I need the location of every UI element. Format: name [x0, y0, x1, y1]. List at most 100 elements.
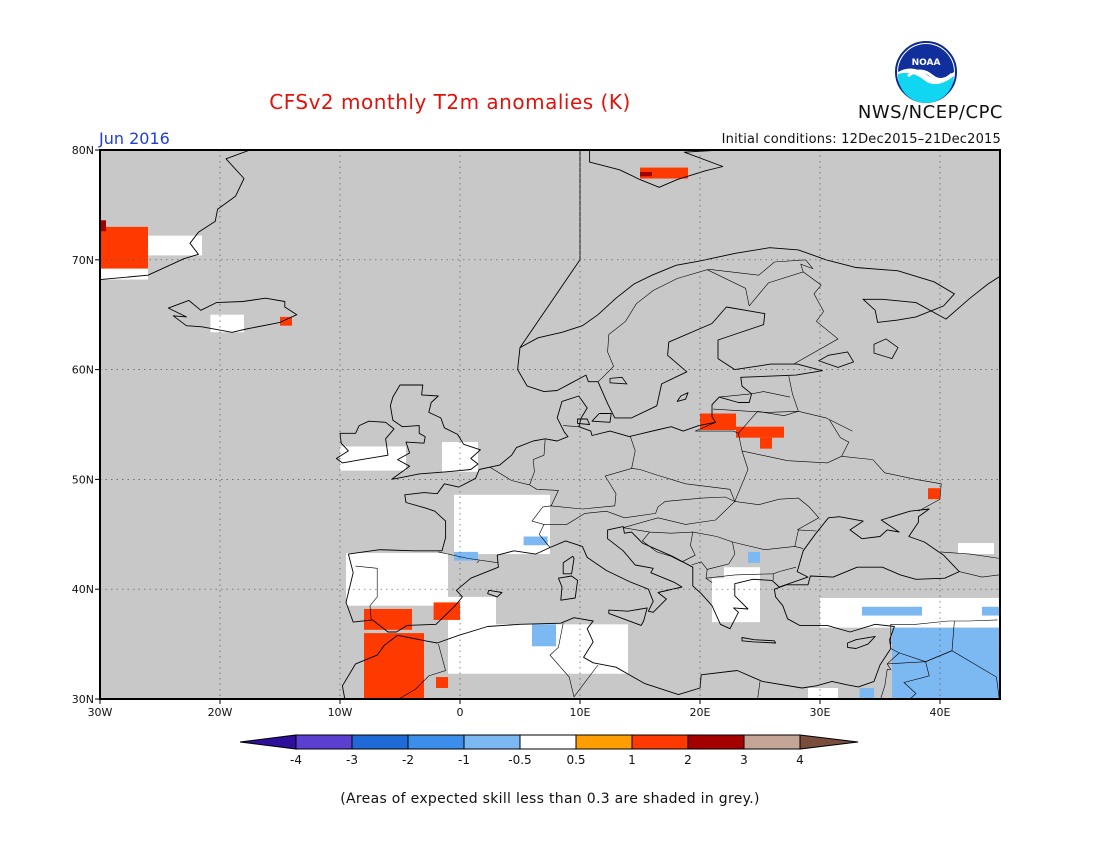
country-border: [798, 411, 853, 432]
neutral-anomaly-patch: [346, 552, 448, 606]
noaa-logo-text: NOAA: [912, 58, 941, 68]
legend-label: 4: [796, 753, 804, 767]
anomaly-patch: [859, 688, 874, 699]
coastline-gotland: [676, 392, 689, 402]
lat-tick-label: 80N: [72, 144, 94, 157]
neutral-anomaly-patch: [712, 578, 760, 623]
skill-footnote: (Areas of expected skill less than 0.3 a…: [340, 791, 760, 807]
country-border: [641, 531, 683, 563]
legend-box: [687, 734, 745, 750]
coastline-sardinia: [557, 575, 579, 601]
coastline-corsica: [562, 555, 575, 575]
anomaly-patch: [436, 677, 448, 689]
coastline-greenland: [100, 150, 251, 281]
legend-labels: -4 -3 -2 -1 -0.5 0.5 1 2 3 4: [290, 753, 804, 767]
map-title: CFSv2 monthly T2m anomalies (K): [269, 90, 631, 114]
lake-lake-ladoga: [817, 351, 855, 368]
noaa-logo-wave: [897, 72, 954, 104]
country-border: [398, 644, 446, 699]
country-border: [793, 271, 839, 365]
country-border: [719, 391, 791, 398]
legend-label: -3: [346, 753, 358, 767]
organization-label: NWS/NCEP/CPC: [857, 102, 1003, 123]
lake-lake-onega: [873, 338, 899, 360]
anomaly-patch: [736, 426, 784, 438]
anomaly-patch: [532, 624, 556, 647]
country-border: [597, 269, 750, 382]
map-axis-labels: 30N 40N 50N 60N 70N 80N 30W 20W 10W 0 10E 20E 30E 40E: [72, 144, 951, 719]
anomaly-patch: [100, 226, 148, 269]
country-border: [438, 551, 499, 564]
anomaly-patch: [892, 627, 1000, 699]
map-frame: [99, 149, 1001, 700]
map-layers: [100, 150, 1000, 699]
legend-label: 3: [740, 753, 748, 767]
coastline-mallorca: [487, 589, 503, 598]
country-border: [939, 551, 1000, 559]
color-legend: -4 -3 -2 -1 -0.5 0.5 1 2 3 4: [239, 734, 859, 767]
legend-box: [463, 734, 521, 750]
coastline-iceland: [167, 297, 298, 333]
neutral-anomaly-patch: [340, 446, 406, 471]
coastline-great-britain: [389, 384, 481, 480]
anomaly-patch: [700, 413, 736, 430]
forecast-period: Jun 2016: [99, 129, 170, 148]
legend-arrow-high: [799, 734, 859, 750]
legend-label: -0.5: [508, 753, 531, 767]
country-border: [829, 419, 850, 457]
anomaly-patch: [760, 437, 772, 449]
lon-tick-label: 0: [457, 706, 464, 719]
neutral-anomaly-patch: [724, 567, 760, 579]
lon-tick-label: 20E: [690, 706, 711, 719]
lat-tick-label: 50N: [72, 473, 94, 486]
noaa-logo-sky: [898, 44, 954, 79]
coastline-sicily: [608, 607, 648, 626]
noaa-logo: NOAA: [895, 41, 957, 104]
legend-label: 2: [684, 753, 692, 767]
country-border: [563, 425, 579, 427]
anomaly-patch: [523, 536, 548, 546]
coastline-funen: [577, 418, 591, 425]
lon-tick-label: 10E: [570, 706, 591, 719]
country-border: [713, 408, 799, 413]
lat-tick-label: 40N: [72, 583, 94, 596]
initial-conditions: Initial conditions: 12Dec2015–21Dec2015: [721, 132, 1001, 147]
country-border: [692, 531, 736, 583]
lat-tick-label: 70N: [72, 254, 94, 267]
coastline-crete: [741, 637, 777, 644]
legend-arrow-low: [239, 734, 297, 750]
lat-tick-label: 30N: [72, 693, 94, 706]
coastline-europe-north-africa: [341, 150, 1000, 699]
anomaly-patch: [928, 488, 940, 500]
anomaly-patch: [100, 220, 106, 232]
country-border: [794, 529, 817, 547]
legend-label: -2: [402, 753, 414, 767]
anomaly-patch: [982, 606, 1000, 616]
anomaly-patch: [433, 602, 460, 620]
country-border: [476, 560, 480, 564]
coastline-ireland: [335, 420, 395, 464]
coastline-norway-kola-white-sea-coast: [519, 247, 1000, 348]
country-border: [691, 561, 708, 570]
map-gridlines: [100, 150, 1000, 699]
lat-tick-label: 60N: [72, 364, 94, 377]
lon-tick-label: 30E: [810, 706, 831, 719]
country-border: [741, 450, 942, 512]
anomaly-patch: [862, 606, 922, 616]
legend-label: 0.5: [566, 753, 585, 767]
legend-boxes: [239, 734, 859, 750]
neutral-anomaly-patch: [148, 235, 202, 256]
legend-box: [575, 734, 633, 750]
neutral-anomaly-patch: [100, 268, 148, 280]
lon-tick-label: 30W: [88, 706, 113, 719]
anomaly-map: 30N 40N 50N 60N 70N 80N 30W 20W 10W 0 10E 20E 30E 40E: [72, 144, 1001, 719]
legend-box: [519, 734, 577, 750]
country-border: [355, 565, 378, 620]
anomaly-patch: [364, 608, 412, 630]
country-border: [630, 436, 636, 469]
coastline-svalbard: [589, 150, 724, 188]
country-border: [732, 541, 804, 551]
legend-label: -4: [290, 753, 302, 767]
country-border: [573, 664, 599, 697]
legend-box: [295, 734, 353, 750]
